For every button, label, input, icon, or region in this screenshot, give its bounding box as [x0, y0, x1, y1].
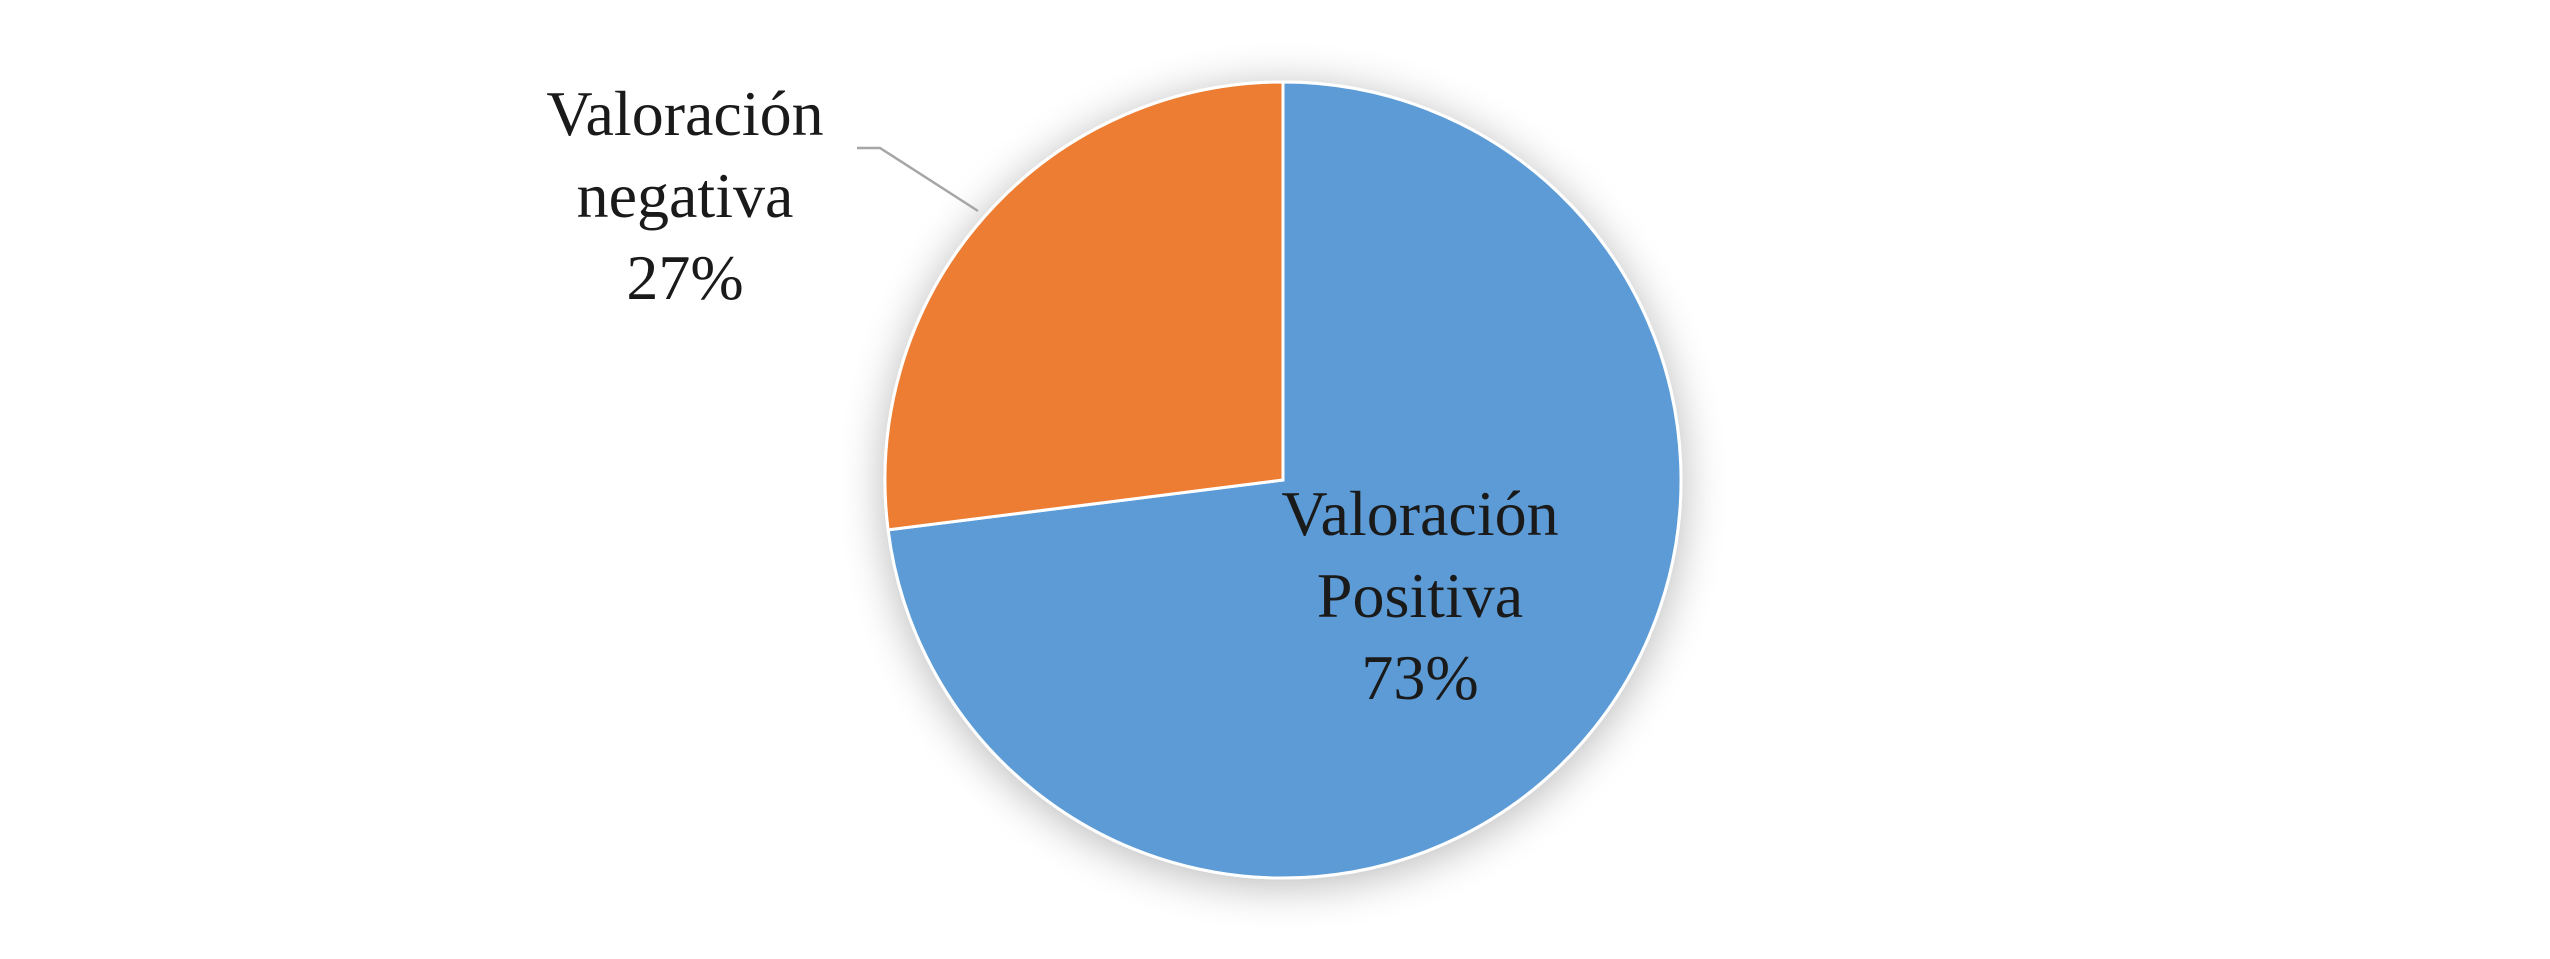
slice-label-line: Positiva — [1317, 560, 1523, 631]
slice-label-line: negativa — [577, 160, 794, 231]
slice-label-line: 73% — [1361, 642, 1478, 713]
pie-labels: Valoración Positiva 73% Valoración negativa 2… — [546, 78, 1558, 713]
pie-slice-positiva — [886, 80, 1683, 880]
pie-slices — [883, 80, 1683, 880]
slice-label-negativa: Valoración negativa 27% — [546, 78, 823, 313]
slice-label-line: 27% — [626, 242, 743, 313]
pie-slice-negativa — [883, 80, 1285, 532]
leader-line-negativa — [857, 146, 979, 213]
pie-leader-lines — [857, 146, 979, 213]
slice-label-line: Valoración — [1281, 478, 1558, 549]
slice-label-line: Valoración — [546, 78, 823, 149]
slice-label-positiva: Valoración Positiva 73% — [1281, 478, 1558, 713]
